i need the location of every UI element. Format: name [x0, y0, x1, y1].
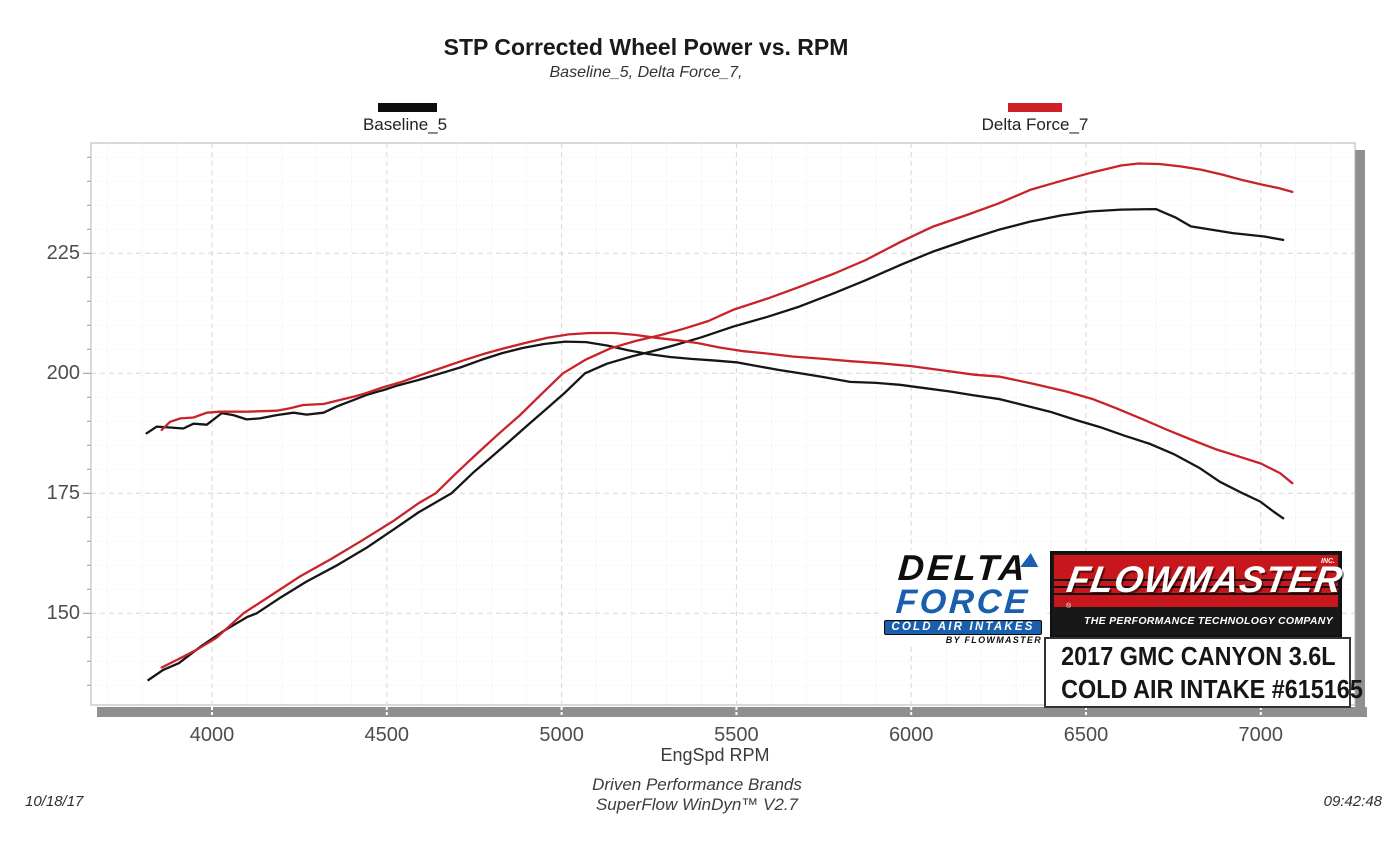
delta-force-byline: BY FLOWMASTER: [945, 635, 1042, 645]
date-stamp: 10/18/17: [25, 793, 84, 810]
footer-software-line: SuperFlow WinDyn™ V2.7: [595, 795, 799, 814]
flowmaster-registered-icon: ®: [1066, 603, 1072, 610]
chart-title: STP Corrected Wheel Power vs. RPM: [443, 34, 849, 60]
flowmaster-tagline: THE PERFORMANCE TECHNOLOGY COMPANY: [1084, 615, 1333, 627]
legend-swatch-baseline: [378, 103, 437, 112]
vehicle-line-1: 2017 GMC CANYON 3.6L: [1061, 641, 1336, 671]
vehicle-info-box: 2017 GMC CANYON 3.6L COLD AIR INTAKE #61…: [1044, 637, 1363, 708]
flowmaster-inc-label: INC.: [1321, 558, 1335, 565]
delta-force-logo-word-force: FORCE: [894, 583, 1032, 621]
vehicle-line-2: COLD AIR INTAKE #615165: [1061, 674, 1363, 704]
footer-brand-line: Driven Performance Brands: [592, 775, 802, 794]
delta-force-logo: DELTA FORCE COLD AIR INTAKES BY FLOWMAST…: [881, 547, 1047, 646]
flowmaster-wordmark: FLOWMASTER: [1064, 559, 1346, 600]
flowmaster-pinstripe: [1054, 593, 1338, 595]
chart-subtitle: Baseline_5, Delta Force_7,: [549, 64, 743, 81]
delta-force-logo-word-delta: DELTA: [896, 547, 1030, 588]
time-stamp: 09:42:48: [1323, 793, 1382, 810]
legend-label-baseline: Baseline_5: [362, 115, 448, 134]
legend-label-deltaforce: Delta Force_7: [981, 115, 1089, 134]
x-axis-label: EngSpd RPM: [660, 745, 770, 765]
flowmaster-logo: FLOWMASTER INC. ® THE PERFORMANCE TECHNO…: [1050, 551, 1346, 637]
delta-force-triangle-icon: [1020, 553, 1040, 567]
flowmaster-pinstripe: [1054, 579, 1338, 581]
delta-force-banner: COLD AIR INTAKES: [884, 620, 1042, 635]
flowmaster-pinstripe: [1054, 586, 1338, 588]
flowmaster-red-band: [1054, 555, 1338, 607]
legend-swatch-deltaforce: [1008, 103, 1062, 112]
